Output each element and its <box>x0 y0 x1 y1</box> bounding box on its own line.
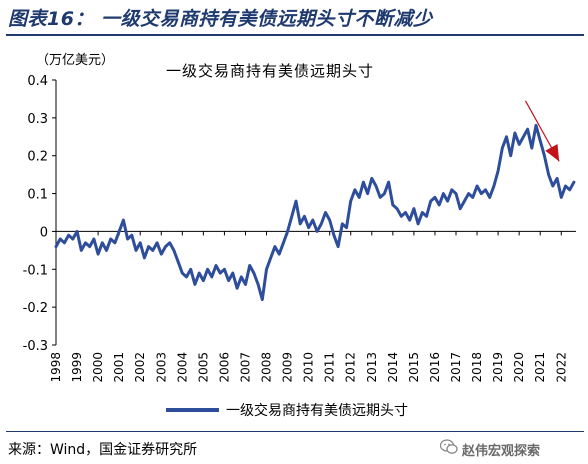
y-tick-label: 0.2 <box>27 150 48 165</box>
x-tick-label: 2010 <box>302 352 316 383</box>
x-tick-label: 2013 <box>365 352 379 383</box>
annotation-group <box>524 100 560 162</box>
source-note: 来源：Wind，国金证券研究所 <box>8 442 198 458</box>
axes <box>55 80 576 345</box>
unit-label: （万亿美元） <box>36 53 115 68</box>
x-tick-label: 2012 <box>344 352 358 383</box>
y-tick-label: 0.1 <box>27 188 48 203</box>
wechat-icon <box>440 439 458 454</box>
x-tick-label: 2015 <box>407 352 421 383</box>
title-rule <box>6 34 584 36</box>
x-tick-label: 2009 <box>281 352 295 383</box>
x-tick-label: 2018 <box>470 352 484 383</box>
x-tick-label: 2011 <box>323 352 337 383</box>
y-tick-label: 0 <box>40 225 48 240</box>
x-tick-label: 2002 <box>133 352 147 383</box>
annotation-arrow-head <box>545 144 560 162</box>
x-tick-label: 2016 <box>428 352 442 383</box>
y-tick-label: 0.3 <box>27 112 48 127</box>
figure-title: 图表16： 一级交易商持有美债远期头寸不断减少 <box>8 8 433 30</box>
x-tick-label: 2007 <box>238 352 252 383</box>
chart-title: 一级交易商持有美债远期头寸 <box>166 62 375 80</box>
y-tick-label: -0.3 <box>23 339 48 354</box>
x-tick-label: 2001 <box>112 352 126 383</box>
x-tick-label: 2008 <box>260 352 274 383</box>
watermark: 赵伟宏观探索 <box>462 444 541 459</box>
x-tick-label: 2003 <box>154 352 168 383</box>
x-tick-label: 2022 <box>554 352 568 383</box>
x-tick-label: 2000 <box>91 352 105 383</box>
y-tick-label: 0.4 <box>27 74 48 89</box>
x-tick-label: 2017 <box>449 352 463 383</box>
x-tick-label: 2020 <box>512 352 526 383</box>
legend: 一级交易商持有美债远期头寸 <box>166 402 408 419</box>
x-tick-label: 1998 <box>49 352 63 383</box>
legend-label: 一级交易商持有美债远期头寸 <box>226 402 408 419</box>
x-tick-label: 1999 <box>70 352 84 383</box>
x-tick-label: 2019 <box>491 352 505 383</box>
line-chart: 0.4 0.3 0.2 0.1 0 -0.1 -0.2 -0.3 1998 1999 2000 20… <box>23 74 576 419</box>
x-tick-label: 2006 <box>217 352 231 383</box>
x-tick-label: 2005 <box>196 352 210 383</box>
series-line <box>54 123 576 302</box>
x-tick-label: 2004 <box>175 352 189 383</box>
source-rule <box>6 431 584 432</box>
x-axis-ticks: 1998 1999 2000 2001 2002 2003 2004 2005 2006 2007… <box>49 231 568 383</box>
x-tick-label: 2021 <box>533 352 547 383</box>
y-tick-label: -0.2 <box>23 301 48 316</box>
x-tick-label: 2014 <box>386 352 400 383</box>
y-axis-ticks: 0.4 0.3 0.2 0.1 0 -0.1 -0.2 -0.3 <box>23 74 56 354</box>
y-tick-label: -0.1 <box>23 263 48 278</box>
series-group <box>54 123 576 302</box>
